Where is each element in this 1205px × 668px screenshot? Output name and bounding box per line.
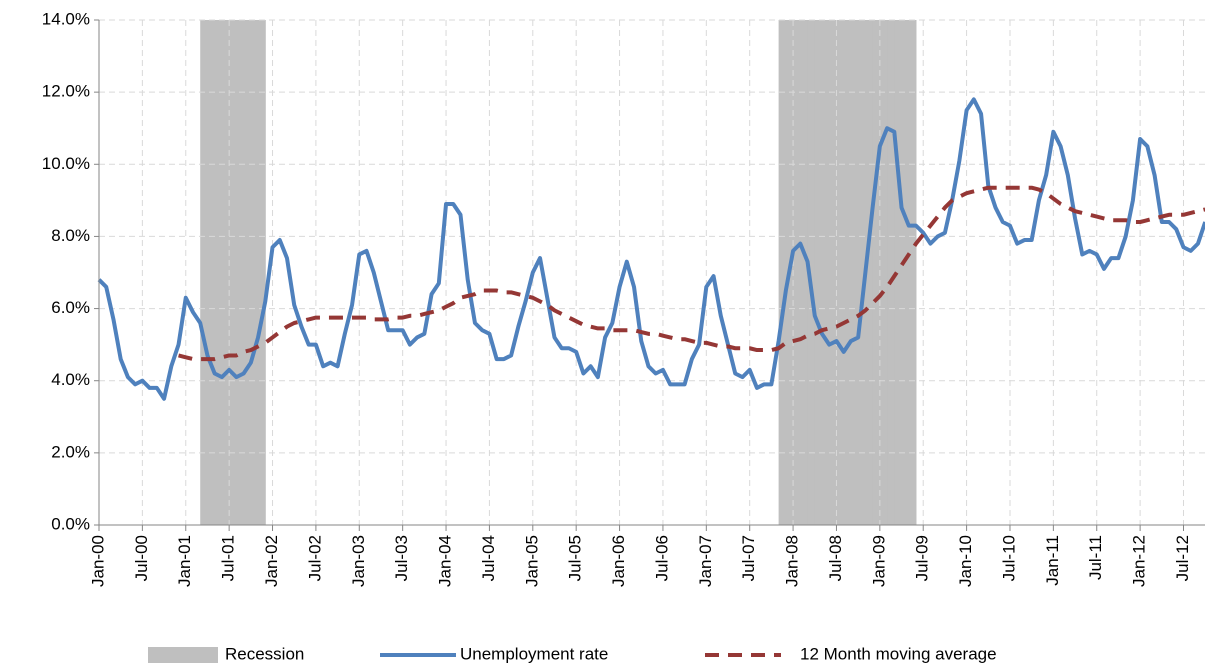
- y-tick-label: 4.0%: [51, 370, 90, 389]
- recession-band: [258, 20, 266, 525]
- x-tick-label: Jul-12: [1173, 535, 1192, 581]
- y-tick-label: 2.0%: [51, 442, 90, 461]
- x-tick-label: Jul-02: [305, 535, 324, 581]
- grid-layer: [99, 19, 1205, 525]
- recession-band: [879, 20, 888, 525]
- recession-band: [836, 20, 845, 525]
- recession-band: [236, 20, 245, 525]
- x-tick-label: Jul-07: [739, 535, 758, 581]
- series-line: [97, 97, 1205, 401]
- x-tick-label: Jan-09: [869, 535, 888, 587]
- x-tick-label: Jan-00: [88, 535, 107, 587]
- recession-band: [200, 20, 208, 525]
- line-layer: [97, 97, 1205, 401]
- recession-band: [807, 20, 816, 525]
- recession-band: [908, 20, 917, 525]
- recession-band: [221, 20, 230, 525]
- recession-band: [858, 20, 866, 525]
- recession-layer: [200, 20, 917, 525]
- x-tick-label: Jan-06: [609, 535, 628, 587]
- recession-band: [793, 20, 801, 525]
- x-tick-label: Jan-07: [696, 535, 715, 587]
- x-tick-label: Jul-04: [479, 535, 498, 581]
- x-tick-label: Jan-03: [349, 535, 368, 587]
- y-tick-label: 8.0%: [51, 226, 90, 245]
- legend-label: 12 Month moving average: [800, 644, 997, 663]
- recession-band: [229, 20, 237, 525]
- recession-band: [865, 20, 874, 525]
- recession-band: [822, 20, 830, 525]
- recession-band: [887, 20, 895, 525]
- y-tick-label: 10.0%: [42, 154, 90, 173]
- y-tick-label: 12.0%: [42, 82, 90, 101]
- x-tick-label: Jul-11: [1086, 535, 1105, 580]
- x-tick-label: Jan-10: [956, 535, 975, 587]
- y-tick-label: 14.0%: [42, 9, 90, 28]
- recession-band: [850, 20, 859, 525]
- x-tick-label: Jul-05: [566, 535, 585, 581]
- series-line: [178, 185, 1205, 362]
- x-tick-label: Jul-01: [219, 535, 238, 581]
- recession-band: [250, 20, 259, 525]
- x-tick-label: Jul-00: [132, 535, 151, 581]
- x-tick-label: Jan-12: [1130, 535, 1149, 587]
- recession-band: [894, 20, 903, 525]
- axis-layer: 0.0% 2.0% 4.0% 6.0% 8.0% 10.0% 12.0% 14.0% Jan-0…: [42, 9, 1205, 587]
- recession-band: [207, 20, 216, 525]
- recession-band: [243, 20, 252, 525]
- recession-band: [214, 20, 223, 525]
- x-tick-label: Jan-04: [436, 535, 455, 587]
- legend-swatch: [148, 647, 218, 663]
- y-tick-label: 6.0%: [51, 298, 90, 317]
- recession-band: [872, 20, 881, 525]
- recession-band: [829, 20, 837, 525]
- x-tick-label: Jul-08: [826, 535, 845, 581]
- x-tick-label: Jul-03: [392, 535, 411, 581]
- x-tick-label: Jan-11: [1043, 535, 1062, 586]
- recession-band: [800, 20, 809, 525]
- x-tick-label: Jul-09: [913, 535, 932, 581]
- recession-band: [814, 20, 823, 525]
- legend-label: Unemployment rate: [460, 644, 608, 663]
- recession-band: [843, 20, 852, 525]
- x-tick-label: Jul-06: [652, 535, 671, 581]
- recession-band: [901, 20, 910, 525]
- x-tick-label: Jan-08: [783, 535, 802, 587]
- x-tick-label: Jan-02: [262, 535, 281, 587]
- x-tick-label: Jan-01: [175, 535, 194, 587]
- legend-label: Recession: [225, 644, 304, 663]
- y-tick-label: 0.0%: [51, 514, 90, 533]
- x-tick-label: Jul-10: [999, 535, 1018, 581]
- x-tick-label: Jan-05: [522, 535, 541, 587]
- legend: Recession Unemployment rate 12 Month movin…: [148, 644, 997, 663]
- recession-band: [778, 20, 787, 525]
